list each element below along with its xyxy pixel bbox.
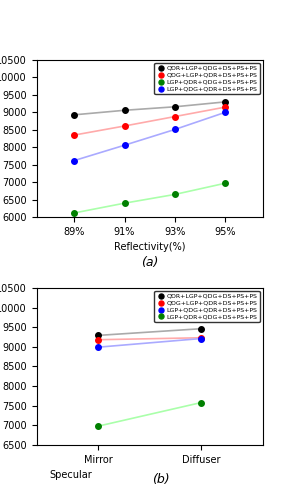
QDR+LGP+QDG+DS+PS+PS (173, 104, 177, 110)
LGP+QDG+QDR+DS+PS+PS (72, 158, 76, 164)
QDR+LGP+QDG+DS+PS+PS (96, 332, 100, 338)
Legend: QDR+LGP+QDG+DS+PS+PS, QDG+LGP+QDR+DS+PS+PS, LGP+QDG+QDR+DS+PS+PS, LGP+QDR+QDG+DS: QDR+LGP+QDG+DS+PS+PS, QDG+LGP+QDR+DS+PS+… (154, 291, 260, 322)
Line: LGP+QDR+QDG+DS+PS+PS: LGP+QDR+QDG+DS+PS+PS (95, 400, 204, 429)
LGP+QDR+QDG+DS+PS+PS (223, 180, 227, 186)
LGP+QDG+QDR+DS+PS+PS (223, 110, 227, 116)
X-axis label: Reflectivity(%): Reflectivity(%) (114, 242, 185, 252)
LGP+QDG+QDR+DS+PS+PS (123, 142, 126, 148)
LGP+QDR+QDG+DS+PS+PS (173, 192, 177, 198)
Text: Specular: Specular (49, 470, 92, 480)
LGP+QDG+QDR+DS+PS+PS (173, 126, 177, 132)
QDR+LGP+QDG+DS+PS+PS (72, 112, 76, 118)
Text: (a): (a) (141, 256, 158, 270)
QDR+LGP+QDG+DS+PS+PS (199, 326, 203, 332)
Line: LGP+QDG+QDR+DS+PS+PS: LGP+QDG+QDR+DS+PS+PS (95, 336, 204, 350)
Line: QDR+LGP+QDG+DS+PS+PS: QDR+LGP+QDG+DS+PS+PS (72, 99, 228, 117)
LGP+QDR+QDG+DS+PS+PS (199, 400, 203, 406)
QDG+LGP+QDR+DS+PS+PS (199, 335, 203, 341)
Line: QDG+LGP+QDR+DS+PS+PS: QDG+LGP+QDR+DS+PS+PS (72, 104, 228, 138)
Line: QDG+LGP+QDR+DS+PS+PS: QDG+LGP+QDR+DS+PS+PS (95, 335, 204, 342)
QDG+LGP+QDR+DS+PS+PS (123, 123, 126, 129)
QDG+LGP+QDR+DS+PS+PS (72, 132, 76, 138)
LGP+QDR+QDG+DS+PS+PS (72, 210, 76, 216)
QDG+LGP+QDR+DS+PS+PS (173, 114, 177, 119)
LGP+QDR+QDG+DS+PS+PS (96, 423, 100, 429)
QDG+LGP+QDR+DS+PS+PS (223, 104, 227, 110)
Legend: QDR+LGP+QDG+DS+PS+PS, QDG+LGP+QDR+DS+PS+PS, LGP+QDR+QDG+DS+PS+PS, LGP+QDG+QDR+DS: QDR+LGP+QDG+DS+PS+PS, QDG+LGP+QDR+DS+PS+… (154, 63, 260, 94)
Line: LGP+QDR+QDG+DS+PS+PS: LGP+QDR+QDG+DS+PS+PS (72, 180, 228, 216)
QDR+LGP+QDG+DS+PS+PS (223, 99, 227, 105)
LGP+QDG+QDR+DS+PS+PS (96, 344, 100, 350)
QDR+LGP+QDG+DS+PS+PS (123, 108, 126, 114)
LGP+QDG+QDR+DS+PS+PS (199, 336, 203, 342)
LGP+QDR+QDG+DS+PS+PS (123, 200, 126, 206)
QDG+LGP+QDR+DS+PS+PS (96, 336, 100, 342)
Text: (b): (b) (152, 474, 170, 486)
Line: LGP+QDG+QDR+DS+PS+PS: LGP+QDG+QDR+DS+PS+PS (72, 110, 228, 164)
Line: QDR+LGP+QDG+DS+PS+PS: QDR+LGP+QDG+DS+PS+PS (95, 326, 204, 338)
